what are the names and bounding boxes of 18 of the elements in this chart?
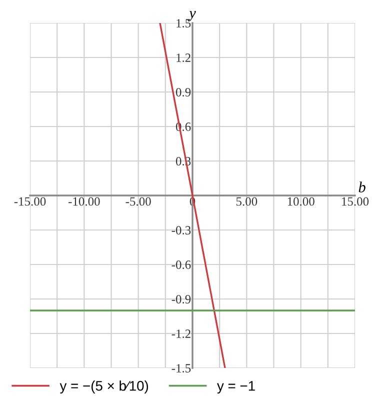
x-tick-label: -15.00 bbox=[14, 197, 46, 206]
legend-label: y = −(5 × b⁄10) bbox=[60, 380, 148, 394]
x-tick-label: 5.00 bbox=[236, 197, 258, 206]
y-tick-label: -1.2 bbox=[172, 330, 190, 338]
x-tick-label: 15.00 bbox=[342, 197, 369, 206]
x-tick-label: 10.00 bbox=[288, 197, 314, 206]
y-tick-label: -0.6 bbox=[172, 260, 191, 270]
y-tick-label: 0.9 bbox=[176, 88, 191, 97]
x-tick-label: -5.00 bbox=[126, 197, 151, 206]
y-tick-label: -0.9 bbox=[172, 295, 191, 304]
legend-label: y = −1 bbox=[216, 381, 255, 394]
y-axis-title: y bbox=[188, 10, 196, 22]
y-tick-label: -0.3 bbox=[172, 226, 191, 235]
y-tick-label: 1.2 bbox=[176, 54, 190, 62]
x-tick-label: -10.00 bbox=[68, 197, 100, 206]
y-tick-label: -1.5 bbox=[172, 364, 191, 373]
y-tick-label: 1.5 bbox=[176, 19, 191, 28]
x-axis-title: b bbox=[358, 182, 366, 192]
